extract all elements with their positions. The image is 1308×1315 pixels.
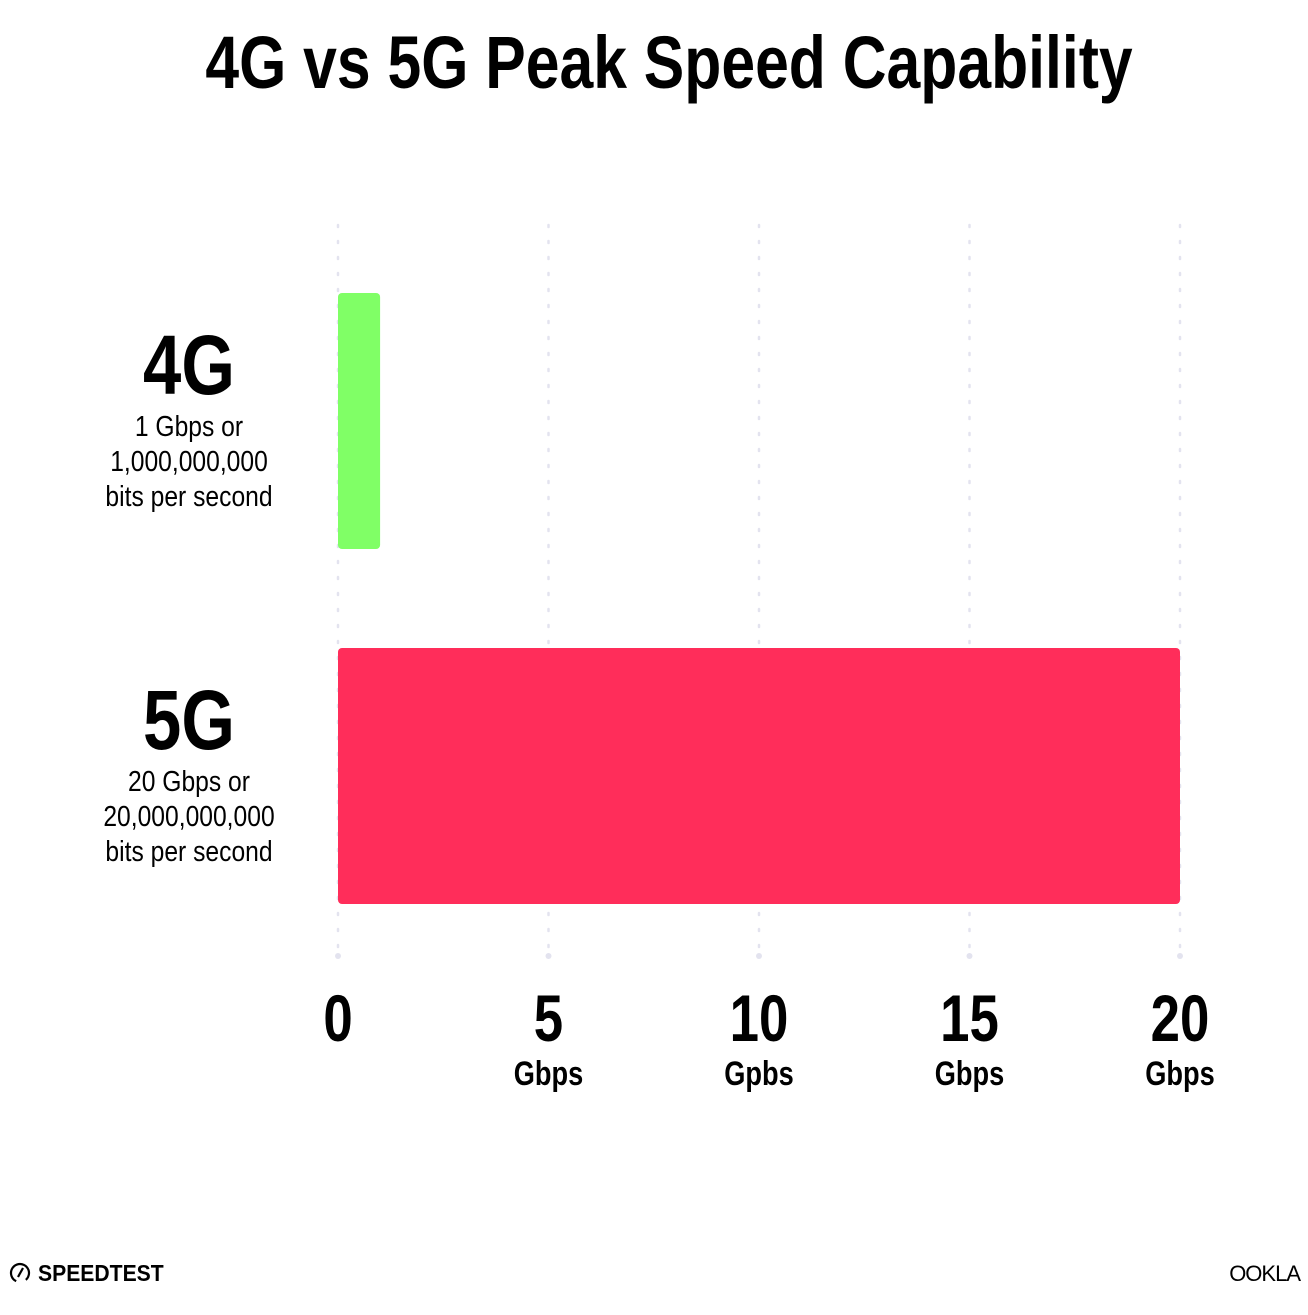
gridline-end-dot	[545, 953, 552, 959]
gridline-end-dot	[335, 953, 341, 959]
x-tick-label: 10	[730, 981, 789, 1055]
grid	[335, 223, 1183, 959]
x-tick-unit: Gbps	[1145, 1054, 1214, 1093]
x-tick-unit: Gbps	[935, 1054, 1004, 1093]
gridline-end-dot	[966, 953, 973, 959]
category-label: 4G	[143, 319, 235, 413]
bar-4g	[338, 293, 381, 549]
x-tick-label: 20	[1151, 981, 1210, 1055]
category-sublabel: 20,000,000,000	[103, 800, 274, 832]
category-sublabel: bits per second	[105, 835, 272, 867]
x-tick-label: 0	[323, 981, 352, 1055]
x-tick-label: 5	[534, 981, 563, 1055]
x-tick-unit: Gbps	[514, 1054, 583, 1093]
x-tick-unit: Gpbs	[724, 1054, 793, 1093]
category-sublabel: bits per second	[105, 480, 272, 512]
chart-title: 4G vs 5G Peak Speed Capability	[205, 22, 1133, 104]
gridline-end-dot	[1177, 953, 1183, 959]
bars	[338, 293, 1180, 904]
speedtest-logo-text: SPEEDTEST	[38, 1260, 164, 1286]
speedometer-icon	[9, 1262, 31, 1284]
category-sublabel: 1 Gbps or	[135, 410, 243, 442]
ookla-logo: OOKLA	[1229, 1261, 1301, 1286]
bar-5g	[338, 648, 1180, 904]
category-sublabel: 1,000,000,000	[110, 445, 268, 477]
category-sublabel: 20 Gbps or	[128, 765, 250, 797]
gridline-end-dot	[756, 953, 762, 959]
category-label: 5G	[143, 674, 235, 768]
x-tick-label: 15	[940, 981, 999, 1055]
speedtest-logo: SPEEDTEST	[9, 1260, 164, 1286]
